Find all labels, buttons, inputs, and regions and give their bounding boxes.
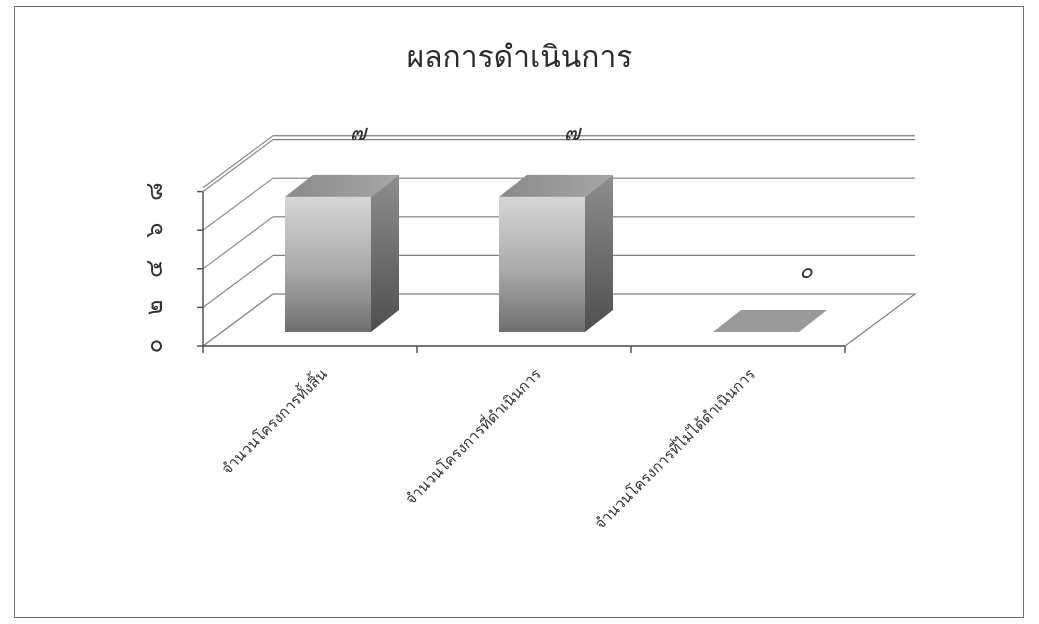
y-tick-label: ๔ <box>140 260 168 278</box>
bar <box>285 196 371 332</box>
side-gridline <box>202 254 274 308</box>
axes <box>197 190 846 353</box>
x-tick-label: จำนวนโครงการทั้งสิ้น <box>216 364 330 478</box>
side-gridline <box>202 135 274 189</box>
x-tick-label: จำนวนโครงการที่ไม่ได้ดำเนินการ <box>590 364 759 533</box>
y-tick-label: ๘ <box>140 182 168 201</box>
bar-side <box>585 174 613 332</box>
y-tick-label: ๖ <box>140 223 168 238</box>
side-gridline <box>202 177 274 231</box>
bar-top <box>499 174 613 197</box>
bars <box>285 174 827 332</box>
bar-side <box>371 174 399 332</box>
side-gridline <box>202 139 274 193</box>
y-tick-label: ๐ <box>140 339 168 354</box>
y-tick-label: ๒ <box>140 299 168 315</box>
bar-top <box>285 174 399 197</box>
data-label: ๐ <box>799 259 813 284</box>
bar <box>713 310 827 332</box>
chart-title: ผลการดำเนินการ <box>406 40 633 75</box>
data-label: ๗ <box>350 121 369 146</box>
side-gridline <box>202 293 274 347</box>
x-tick-label: จำนวนโครงการที่ดำเนินการ <box>400 364 545 509</box>
data-label: ๗ <box>564 121 583 146</box>
side-gridline <box>202 216 274 270</box>
bar <box>499 196 585 332</box>
